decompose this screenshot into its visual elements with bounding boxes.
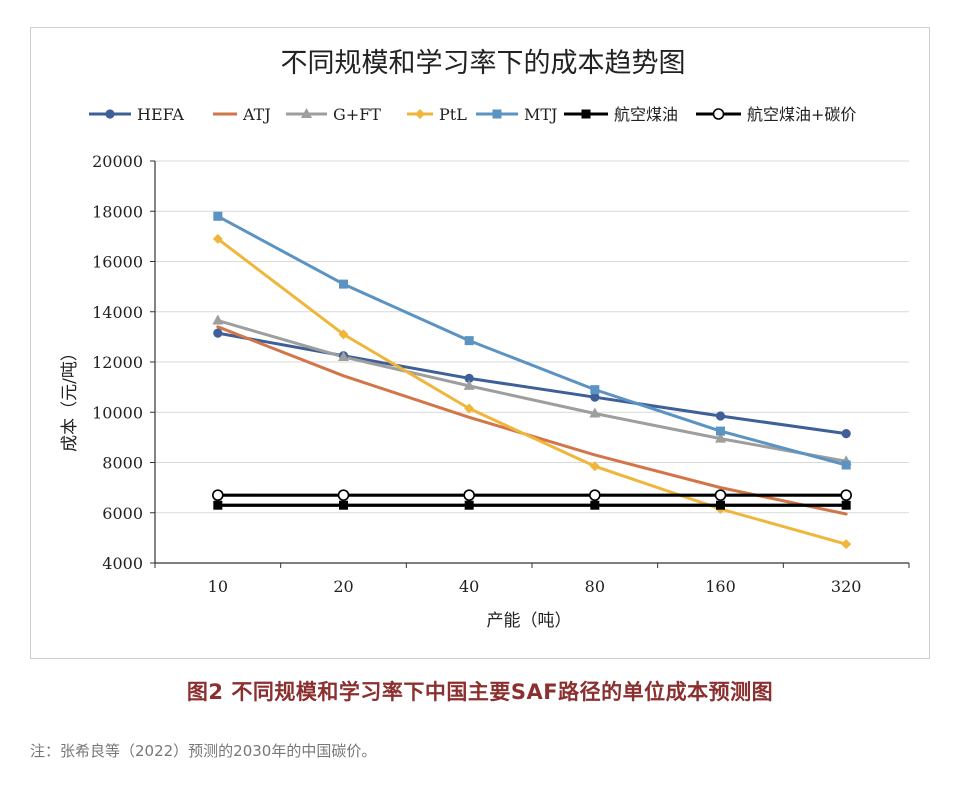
y-tick-label: 4000 <box>102 554 143 573</box>
x-tick-label: 160 <box>705 577 736 596</box>
data-point-G+FT <box>715 432 726 443</box>
y-tick-label: 16000 <box>92 253 143 272</box>
data-point-MTJ <box>716 426 725 436</box>
series-line-G+FT <box>216 319 848 463</box>
y-tick-label: 20000 <box>92 152 143 171</box>
legend-label: ATJ <box>242 105 271 124</box>
series-lines <box>216 214 848 546</box>
data-point-G+FT <box>463 379 475 390</box>
data-point-PtL <box>212 233 223 244</box>
data-point-MTJ <box>841 460 851 470</box>
data-point-航空煤油 <box>213 500 223 510</box>
legend-label: MTJ <box>524 105 557 124</box>
legend-marker <box>581 109 591 119</box>
data-point-航空煤油+碳价 <box>714 489 727 501</box>
cost-trend-chart: 不同规模和学习率下的成本趋势图 HEFA ATJ G+FT PtL MTJ 航空煤油 航空煤… <box>60 48 910 631</box>
data-point-MTJ <box>213 211 223 221</box>
series-markers <box>212 211 852 550</box>
legend-label: 航空煤油+碳价 <box>747 105 856 124</box>
data-point-航空煤油+碳价 <box>840 489 852 501</box>
y-tick-label: 18000 <box>92 202 143 221</box>
data-point-MTJ <box>464 336 474 346</box>
data-point-航空煤油 <box>339 500 348 510</box>
data-point-MTJ <box>339 279 348 289</box>
chart-title: 不同规模和学习率下的成本趋势图 <box>281 48 686 79</box>
gridlines <box>155 160 909 514</box>
legend-marker <box>492 109 502 119</box>
x-tick-label: 10 <box>208 577 228 596</box>
legend-label: HEFA <box>137 105 184 124</box>
data-point-G+FT <box>338 350 349 361</box>
data-point-HEFA <box>715 411 726 421</box>
data-point-MTJ <box>590 385 600 395</box>
data-point-HEFA <box>464 373 474 383</box>
x-tick-label: 40 <box>459 577 479 596</box>
data-point-航空煤油 <box>716 500 725 510</box>
legend-label: PtL <box>439 105 467 124</box>
x-tick-label: 320 <box>831 577 862 596</box>
y-tick-labels: 4000 6000 8000 10000 12000 14000 16000 18000 200… <box>92 152 155 573</box>
data-point-航空煤油 <box>841 500 851 510</box>
figure-caption: 图2 不同规模和学习率下中国主要SAF路径的单位成本预测图 <box>186 680 774 704</box>
x-tick-label: 80 <box>585 577 605 596</box>
legend-item-MTJ: MTJ <box>476 105 557 124</box>
x-tick-labels: 10 20 40 80 160 320 <box>154 563 910 596</box>
legend-item-ATJ: ATJ <box>213 105 271 124</box>
data-point-PtL <box>338 329 349 340</box>
y-axis-label: 成本（元/吨） <box>60 344 80 452</box>
data-point-航空煤油+碳价 <box>212 489 224 501</box>
y-tick-label: 14000 <box>92 303 143 322</box>
source-note: 注：张希良等（2022）预测的2030年的中国碳价。 <box>30 742 377 760</box>
data-point-HEFA <box>590 392 600 402</box>
x-axis-label: 产能（吨） <box>487 611 572 631</box>
y-tick-label: 12000 <box>92 353 143 372</box>
data-point-PtL <box>589 461 600 472</box>
data-point-航空煤油 <box>590 500 600 510</box>
y-tick-label: 8000 <box>102 454 143 473</box>
legend-item-航空煤油+碳价: 航空煤油+碳价 <box>696 105 856 124</box>
data-point-航空煤油 <box>464 500 474 510</box>
legend-label: G+FT <box>333 105 381 124</box>
data-point-HEFA <box>213 328 223 338</box>
chart-frame: 不同规模和学习率下的成本趋势图 HEFA ATJ G+FT PtL MTJ 航空煤油 航空煤… <box>30 27 930 659</box>
legend-marker <box>301 108 312 118</box>
legend-item-PtL: PtL <box>407 105 467 124</box>
data-point-PtL <box>464 403 475 414</box>
data-point-航空煤油+碳价 <box>463 489 475 501</box>
y-tick-label: 6000 <box>102 504 143 523</box>
data-point-G+FT <box>589 407 601 418</box>
y-tick-label: 10000 <box>92 403 143 422</box>
legend-item-G+FT: G+FT <box>286 105 381 124</box>
data-point-PtL <box>841 539 852 550</box>
data-point-HEFA <box>841 429 851 439</box>
data-point-航空煤油+碳价 <box>337 489 350 501</box>
legend-item-HEFA: HEFA <box>89 105 184 124</box>
x-tick-label: 20 <box>333 577 353 596</box>
series-line-PtL <box>216 237 848 546</box>
legend: HEFA ATJ G+FT PtL MTJ 航空煤油 航空煤油+碳价 <box>89 105 856 124</box>
legend-marker <box>105 109 115 119</box>
data-point-G+FT <box>212 314 224 325</box>
legend-item-航空煤油: 航空煤油 <box>564 105 678 124</box>
legend-label: 航空煤油 <box>614 105 678 124</box>
legend-marker <box>415 109 425 119</box>
legend-marker <box>712 108 725 120</box>
data-point-航空煤油+碳价 <box>589 489 601 501</box>
series-line-MTJ <box>216 214 848 467</box>
